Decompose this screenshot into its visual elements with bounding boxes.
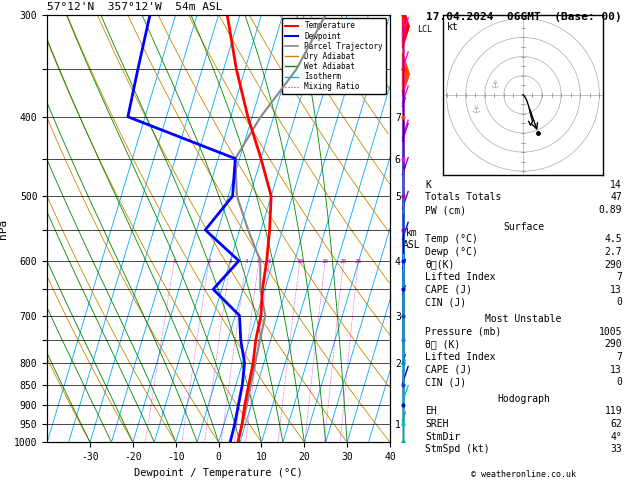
Text: 17.04.2024  06GMT  (Base: 00): 17.04.2024 06GMT (Base: 00) bbox=[426, 12, 622, 22]
Text: StmSpd (kt): StmSpd (kt) bbox=[425, 444, 489, 454]
Text: 290: 290 bbox=[604, 260, 622, 270]
Text: Lifted Index: Lifted Index bbox=[425, 272, 496, 282]
Text: StmDir: StmDir bbox=[425, 432, 460, 442]
Text: 0: 0 bbox=[616, 297, 622, 308]
Text: 119: 119 bbox=[604, 406, 622, 417]
Text: © weatheronline.co.uk: © weatheronline.co.uk bbox=[471, 469, 576, 479]
Text: 4°: 4° bbox=[610, 432, 622, 442]
Y-axis label: hPa: hPa bbox=[0, 218, 8, 239]
Text: 25: 25 bbox=[355, 260, 362, 264]
Text: EH: EH bbox=[425, 406, 437, 417]
Text: Lifted Index: Lifted Index bbox=[425, 352, 496, 362]
Text: Dewp (°C): Dewp (°C) bbox=[425, 247, 478, 257]
Text: 290: 290 bbox=[604, 339, 622, 349]
Text: θᴁ (K): θᴁ (K) bbox=[425, 339, 460, 349]
Text: 2.7: 2.7 bbox=[604, 247, 622, 257]
Text: 0.89: 0.89 bbox=[599, 205, 622, 215]
Text: ⚓: ⚓ bbox=[471, 105, 479, 115]
Text: Pressure (mb): Pressure (mb) bbox=[425, 327, 501, 337]
Text: SREH: SREH bbox=[425, 419, 448, 429]
Text: K: K bbox=[425, 180, 431, 190]
Text: 20: 20 bbox=[340, 260, 347, 264]
Text: CAPE (J): CAPE (J) bbox=[425, 285, 472, 295]
Text: PW (cm): PW (cm) bbox=[425, 205, 466, 215]
Text: CIN (J): CIN (J) bbox=[425, 297, 466, 308]
Text: 7: 7 bbox=[616, 352, 622, 362]
Text: Most Unstable: Most Unstable bbox=[486, 314, 562, 324]
Text: 4.5: 4.5 bbox=[604, 234, 622, 244]
Text: kt: kt bbox=[447, 22, 459, 32]
Y-axis label: km
ASL: km ASL bbox=[403, 228, 421, 250]
Text: 14: 14 bbox=[610, 180, 622, 190]
Text: 33: 33 bbox=[610, 444, 622, 454]
Text: 57°12'N  357°12'W  54m ASL: 57°12'N 357°12'W 54m ASL bbox=[47, 2, 223, 13]
Text: 5: 5 bbox=[257, 260, 261, 264]
Text: 10: 10 bbox=[296, 260, 304, 264]
Text: CIN (J): CIN (J) bbox=[425, 377, 466, 387]
Text: 62: 62 bbox=[610, 419, 622, 429]
Text: LCL: LCL bbox=[418, 25, 433, 34]
Text: Temp (°C): Temp (°C) bbox=[425, 234, 478, 244]
Legend: Temperature, Dewpoint, Parcel Trajectory, Dry Adiabat, Wet Adiabat, Isotherm, Mi: Temperature, Dewpoint, Parcel Trajectory… bbox=[282, 18, 386, 94]
Text: 4: 4 bbox=[245, 260, 248, 264]
Polygon shape bbox=[403, 5, 409, 48]
X-axis label: Dewpoint / Temperature (°C): Dewpoint / Temperature (°C) bbox=[134, 468, 303, 478]
Text: 6: 6 bbox=[267, 260, 271, 264]
Text: Hodograph: Hodograph bbox=[497, 394, 550, 404]
Text: 1: 1 bbox=[172, 260, 176, 264]
Text: 13: 13 bbox=[610, 364, 622, 375]
Polygon shape bbox=[403, 53, 409, 95]
Text: 7: 7 bbox=[616, 272, 622, 282]
Text: Surface: Surface bbox=[503, 222, 544, 232]
Text: θᴁ(K): θᴁ(K) bbox=[425, 260, 454, 270]
Text: 2: 2 bbox=[207, 260, 211, 264]
Text: ⚓: ⚓ bbox=[490, 80, 499, 90]
Text: 3: 3 bbox=[228, 260, 232, 264]
Text: 1005: 1005 bbox=[599, 327, 622, 337]
Text: Totals Totals: Totals Totals bbox=[425, 192, 501, 203]
Text: 13: 13 bbox=[610, 285, 622, 295]
Text: 47: 47 bbox=[610, 192, 622, 203]
Text: CAPE (J): CAPE (J) bbox=[425, 364, 472, 375]
Text: 0: 0 bbox=[616, 377, 622, 387]
Text: 15: 15 bbox=[321, 260, 329, 264]
